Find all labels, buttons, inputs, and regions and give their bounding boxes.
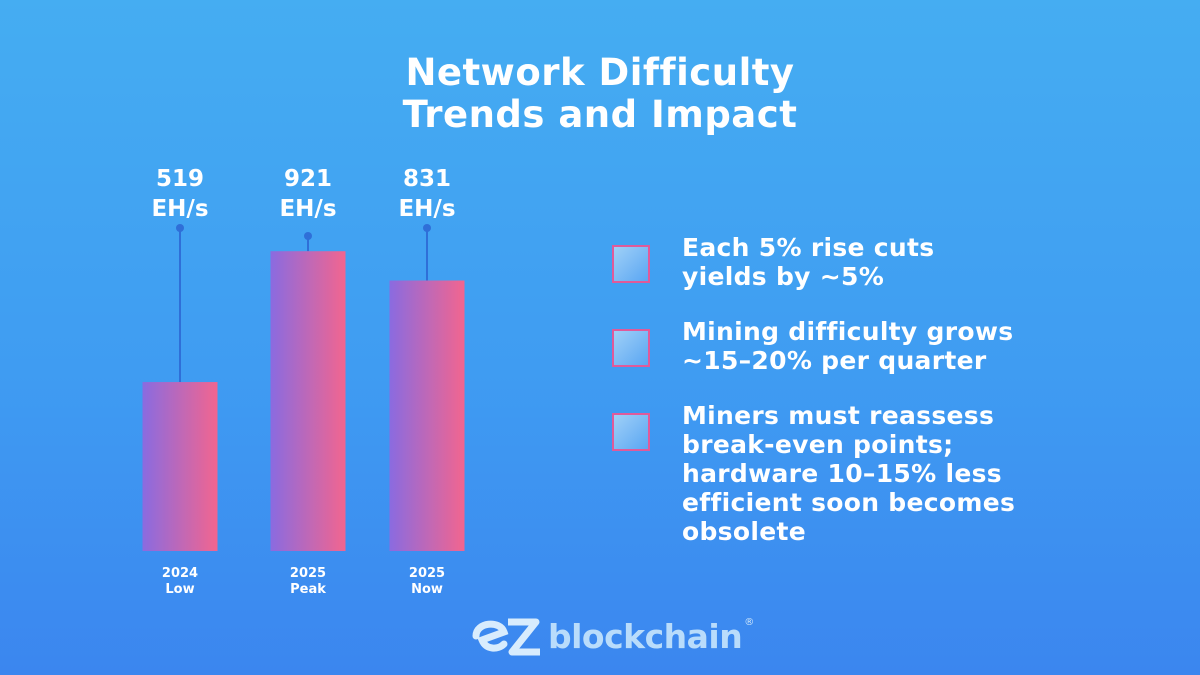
bullet-square-icon [612, 329, 650, 367]
key-point-1-line: yields by ~5% [682, 262, 885, 291]
bar-stem-dot [423, 224, 431, 232]
chart-title: Network Difficulty Trends and Impact [0, 52, 1200, 136]
x-tick-label: 2025 [290, 566, 326, 581]
bar [270, 251, 346, 552]
x-tick-label: 2025 [409, 566, 445, 581]
key-point-3-line: hardware 10–15% less [682, 459, 1002, 488]
x-tick-label: Low [165, 582, 194, 597]
brand-logo: blockchain ® [470, 612, 754, 660]
key-point-2: Mining difficulty grows ~15–20% per quar… [612, 317, 1172, 375]
bullet-square-icon [612, 413, 650, 451]
key-point-3-line: break-even points; [682, 430, 954, 459]
brand-name: blockchain [548, 616, 743, 656]
bar-value-label: EH/s [398, 196, 455, 222]
key-point-3-text: Miners must reassess break-even points; … [682, 401, 1015, 546]
key-point-2-text: Mining difficulty grows ~15–20% per quar… [682, 317, 1013, 375]
key-point-3: Miners must reassess break-even points; … [612, 401, 1172, 546]
bar [389, 280, 465, 551]
chart-title-line-1: Network Difficulty [405, 51, 795, 94]
bullet-square-icon [612, 245, 650, 283]
x-tick-label: Now [411, 582, 443, 597]
key-points-list: Each 5% rise cuts yields by ~5% Mining d… [612, 233, 1172, 572]
bar-chart: 519EH/s2024Low921EH/s2025Peak831EH/s2025… [142, 166, 465, 597]
key-point-1-line: Each 5% rise cuts [682, 233, 935, 262]
chart-title-line-2: Trends and Impact [402, 93, 798, 136]
key-point-3-line: obsolete [682, 517, 806, 546]
bar-stem-dot [304, 232, 312, 240]
x-tick-label: Peak [290, 582, 326, 597]
key-point-1-text: Each 5% rise cuts yields by ~5% [682, 233, 934, 291]
key-point-2-line: Mining difficulty grows [682, 317, 1014, 346]
bar-stem-dot [176, 224, 184, 232]
bar-value-label: EH/s [279, 196, 336, 222]
bar [142, 382, 218, 551]
x-tick-label: 2024 [162, 566, 198, 581]
bar-value-label: 831 [403, 166, 451, 192]
key-point-2-line: ~15–20% per quarter [682, 346, 987, 375]
bar-value-label: EH/s [151, 196, 208, 222]
bar-value-label: 519 [156, 166, 204, 192]
key-point-1: Each 5% rise cuts yields by ~5% [612, 233, 1172, 291]
bar-value-label: 921 [284, 166, 332, 192]
key-point-3-line: efficient soon becomes [682, 488, 1016, 517]
key-point-3-line: Miners must reassess [682, 401, 995, 430]
ez-logo-icon [472, 618, 540, 656]
registered-mark: ® [744, 616, 755, 628]
